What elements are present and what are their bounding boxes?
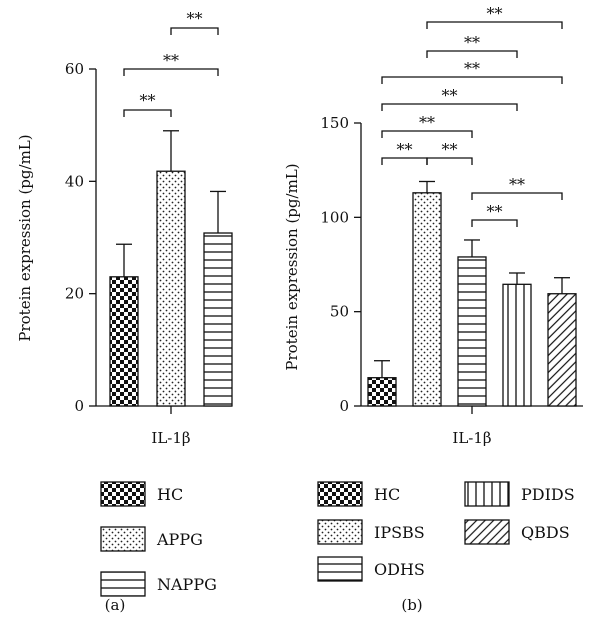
legend-swatch-ipsbs — [317, 519, 363, 545]
y-axis-label: Protein expression (pg/mL) — [16, 134, 34, 341]
y-axis-label: Protein expression (pg/mL) — [283, 163, 301, 370]
legend-label-pdids: PDIDS — [521, 485, 575, 504]
y-tick-label: 150 — [320, 114, 349, 132]
panel-caption-a: (a) — [105, 596, 126, 614]
chart-panel-b: 0 50 100 150 Protein expression (pg/mL) IL-1β… — [283, 4, 583, 447]
y-tick-label: 0 — [339, 397, 349, 415]
significance-bracket — [426, 50, 518, 58]
significance-label: ** — [140, 91, 156, 110]
significance-bracket — [381, 76, 563, 84]
significance-bracket — [471, 192, 563, 200]
significance-bracket — [426, 21, 563, 29]
significance-label: ** — [464, 33, 480, 52]
significance-label: ** — [187, 9, 203, 28]
panel-caption-b: (b) — [401, 596, 422, 614]
legend-swatch-pdids — [464, 481, 510, 507]
bar-nappg — [203, 232, 233, 407]
significance-label: ** — [464, 59, 480, 78]
significance-bracket — [170, 27, 219, 35]
bar-odhs — [457, 256, 487, 407]
bar-appg — [156, 170, 186, 407]
significance-label: ** — [509, 175, 525, 194]
significance-label: ** — [442, 86, 458, 105]
legend-label-odhs: ODHS — [374, 560, 425, 579]
x-axis-label: IL-1β — [452, 429, 491, 447]
bar-pdids — [502, 283, 532, 407]
significance-bracket — [381, 130, 473, 138]
chart-panel-a: 0 20 40 60 Protein expression (pg/mL) IL-1β **… — [16, 9, 233, 447]
significance-label: ** — [487, 202, 503, 221]
y-tick-label: 50 — [330, 303, 349, 321]
legend-label-qbds: QBDS — [521, 523, 570, 542]
legend-panel-b: HC IPSBS ODHS PDIDS QBDS — [317, 481, 575, 582]
legend-swatch-odhs — [317, 556, 363, 582]
significance-label: ** — [397, 140, 413, 159]
y-tick-label: 40 — [65, 172, 84, 190]
bar-ipsbs — [412, 192, 442, 407]
legend-label-appg: APPG — [156, 530, 203, 549]
significance-bracket — [123, 68, 219, 76]
significance-label: ** — [442, 140, 458, 159]
significance-bracket — [381, 103, 518, 111]
legend-label-ipsbs: IPSBS — [374, 523, 425, 542]
legend-panel-a: HC APPG NAPPG — [100, 481, 217, 597]
y-tick-label: 20 — [65, 285, 84, 303]
significance-bracket — [123, 109, 172, 117]
legend-label-nappg: NAPPG — [157, 575, 217, 594]
legend-swatch-appg — [100, 526, 146, 552]
bar-qbds — [547, 293, 577, 407]
y-tick-label: 60 — [65, 60, 84, 78]
significance-bracket — [471, 219, 518, 227]
legend-label-hc: HC — [157, 485, 183, 504]
legend-swatch-nappg — [100, 571, 146, 597]
significance-label: ** — [419, 113, 435, 132]
x-axis-label: IL-1β — [151, 429, 190, 447]
legend-swatch-hc — [100, 481, 146, 507]
legend-swatch-qbds — [464, 519, 510, 545]
bar-hc — [367, 377, 397, 407]
y-tick-label: 0 — [74, 397, 84, 415]
legend-swatch-hc — [317, 481, 363, 507]
significance-bracket — [381, 157, 428, 165]
significance-bracket — [426, 157, 473, 165]
legend-label-hc: HC — [374, 485, 400, 504]
bar-hc — [109, 276, 139, 407]
y-tick-label: 100 — [320, 208, 349, 226]
significance-label: ** — [163, 51, 179, 70]
significance-label: ** — [487, 4, 503, 23]
